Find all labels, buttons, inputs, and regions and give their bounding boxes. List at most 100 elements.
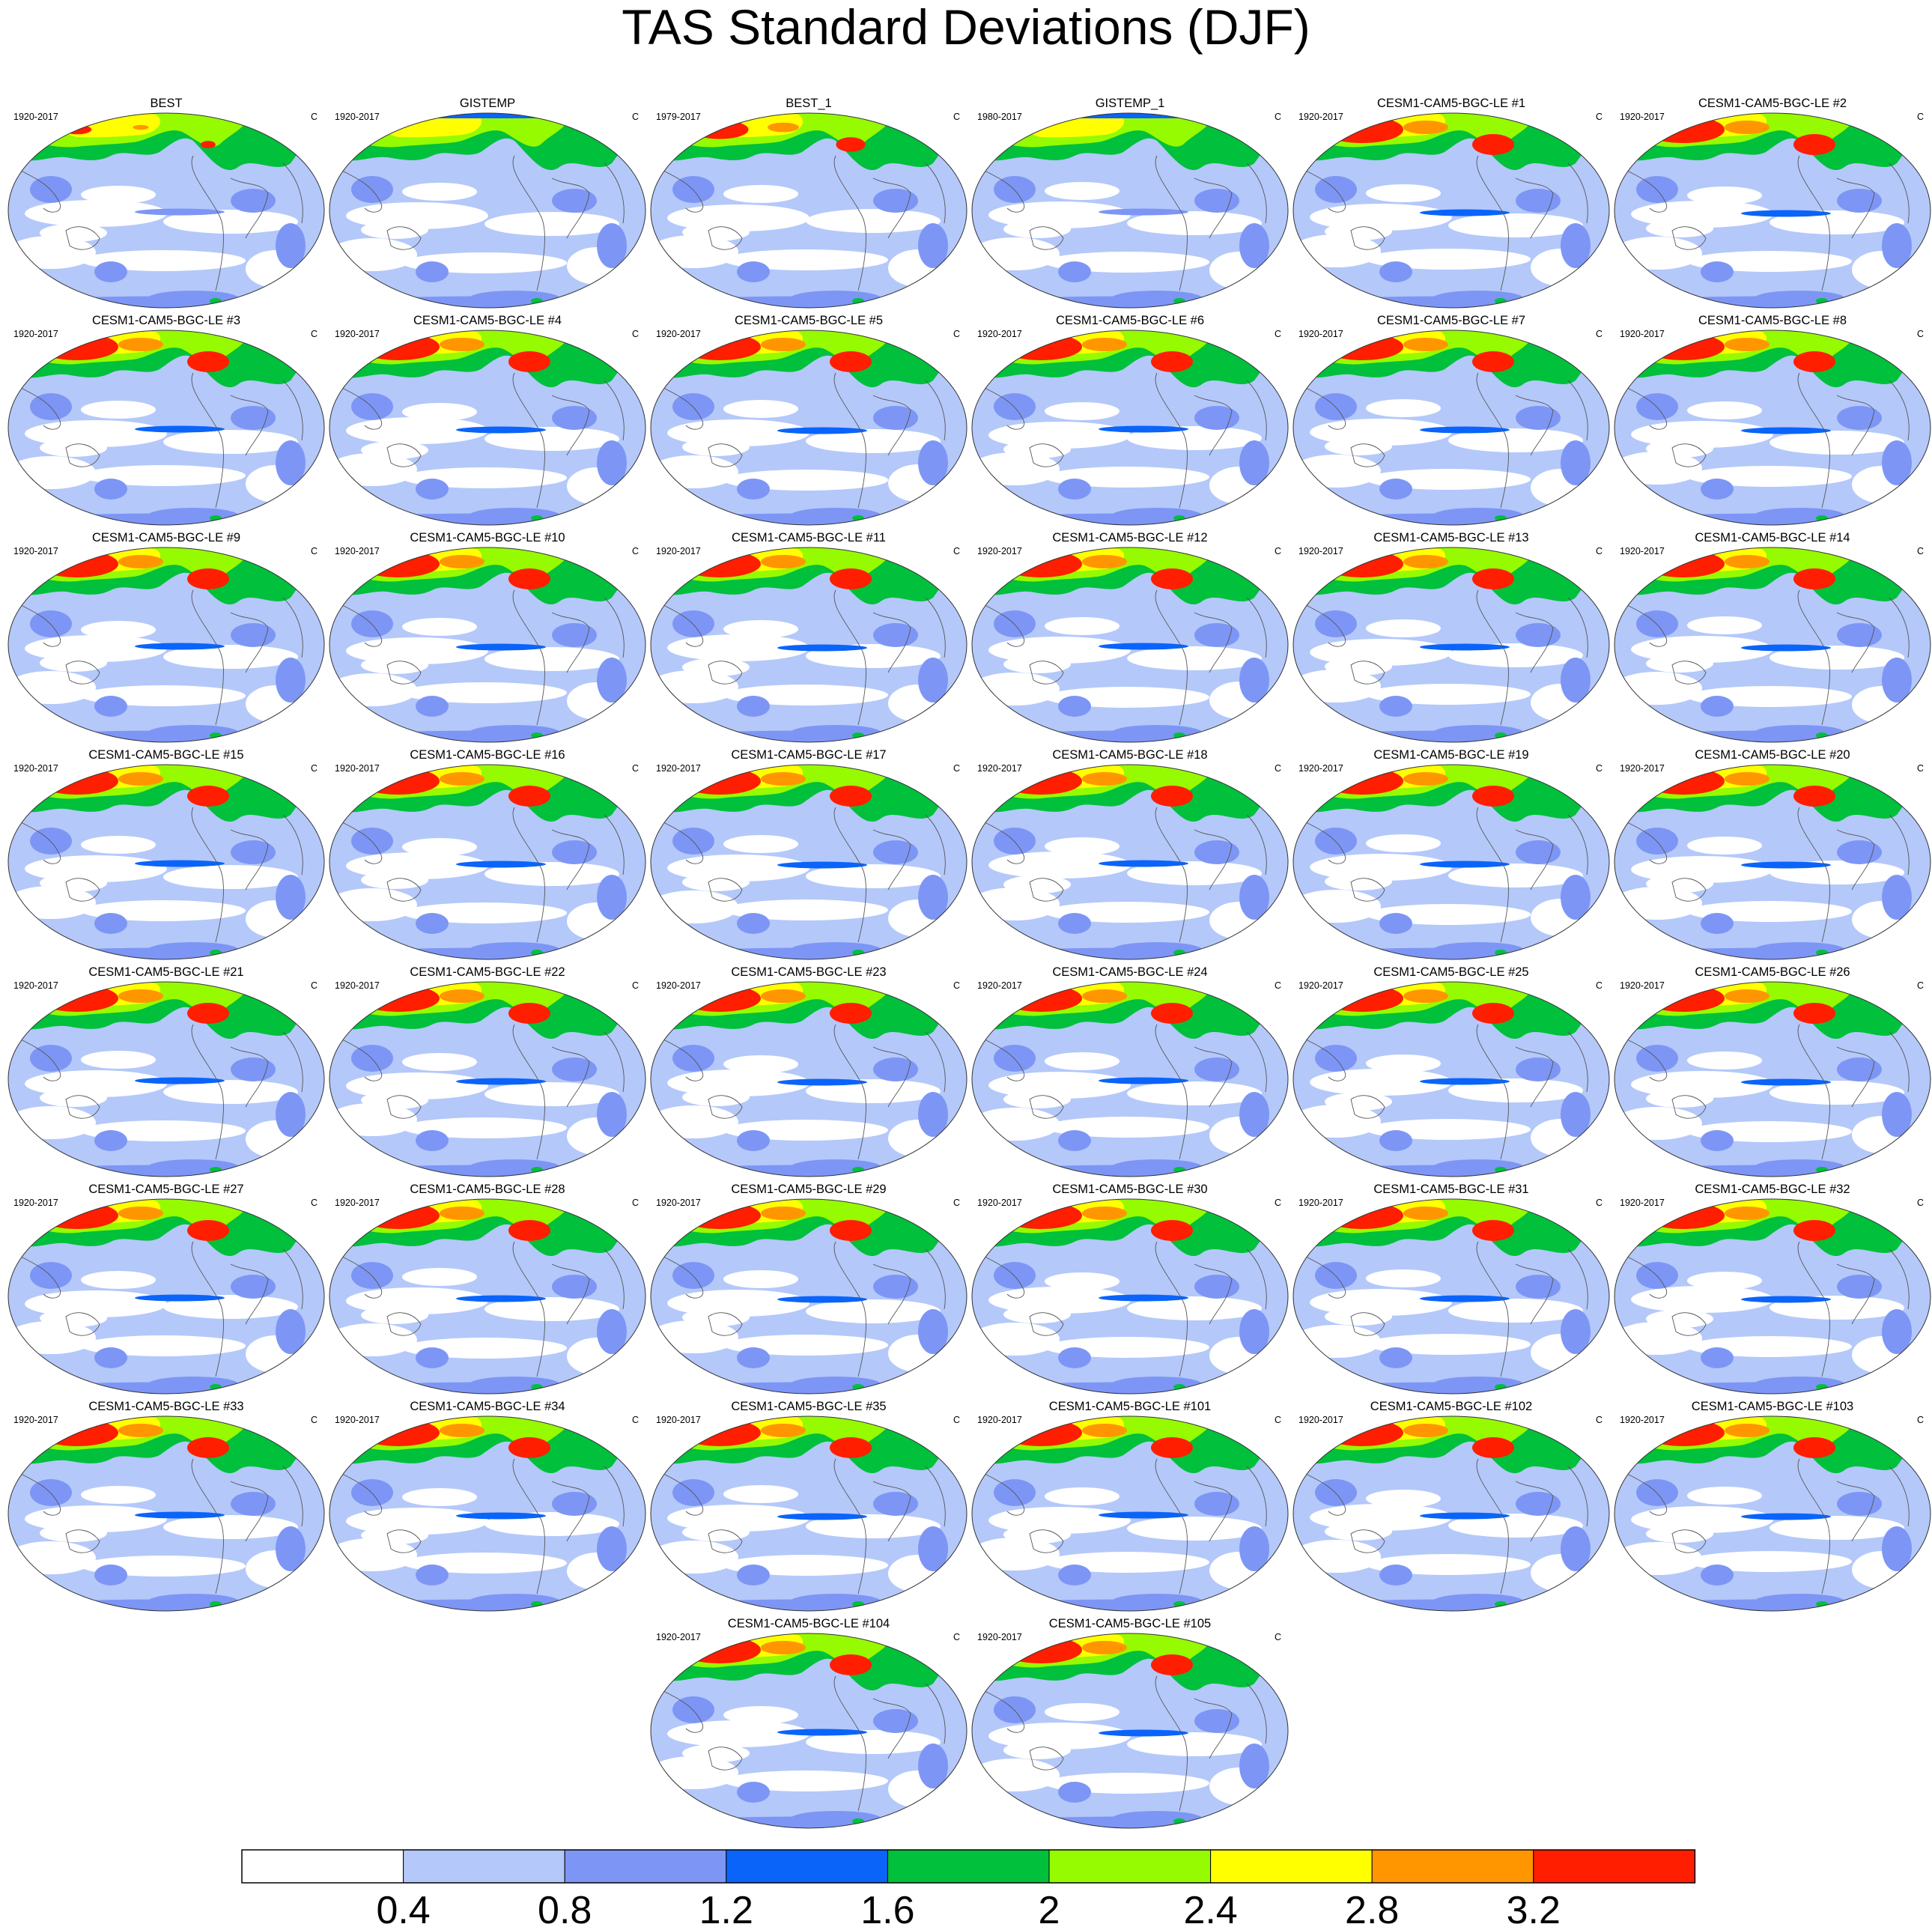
colorbar-segment bbox=[1533, 1849, 1695, 1884]
coastline bbox=[708, 1312, 743, 1336]
low-variance-region bbox=[1366, 834, 1441, 852]
equatorial-band bbox=[777, 1513, 867, 1520]
moderate-variance-region bbox=[1315, 1262, 1357, 1289]
equatorial-band bbox=[1741, 1296, 1831, 1303]
moderate-variance-region bbox=[994, 610, 1036, 637]
coastline bbox=[1155, 1241, 1188, 1377]
moderate-variance-region bbox=[1516, 1057, 1561, 1081]
coastline bbox=[65, 1095, 100, 1119]
antarctic-variance bbox=[329, 1165, 645, 1177]
coastline bbox=[1836, 1263, 1875, 1325]
coastline bbox=[1476, 155, 1509, 291]
coastline bbox=[1836, 1481, 1875, 1542]
map-panel: CESM1-CAM5-BGC-LE #3 1920-2017 C bbox=[6, 313, 326, 530]
coastline bbox=[551, 1046, 590, 1108]
moderate-variance-region bbox=[1058, 1782, 1091, 1803]
antarctic-variance bbox=[972, 1165, 1288, 1177]
moderate-variance-region bbox=[1315, 393, 1357, 420]
panel-units: C bbox=[953, 329, 960, 339]
low-variance-region bbox=[484, 1297, 619, 1321]
low-variance-region bbox=[81, 1271, 156, 1289]
low-variance-region bbox=[1293, 1325, 1381, 1358]
low-variance-region bbox=[1448, 864, 1583, 887]
panel-title: CESM1-CAM5-BGC-LE #4 bbox=[413, 314, 562, 327]
antarctic-variance bbox=[651, 730, 967, 742]
moderate-variance-region bbox=[1561, 1309, 1591, 1354]
equatorial-band bbox=[1099, 208, 1188, 216]
coastline bbox=[282, 814, 303, 876]
panel-years: 1920-2017 bbox=[977, 1415, 1022, 1425]
moderate-variance-region bbox=[94, 696, 127, 717]
panel-years: 1920-2017 bbox=[977, 763, 1022, 774]
coastline bbox=[1155, 807, 1188, 943]
panel-years: 1920-2017 bbox=[13, 329, 58, 339]
low-variance-region bbox=[329, 1323, 417, 1356]
coastline bbox=[1515, 612, 1554, 673]
low-variance-region bbox=[972, 673, 1060, 705]
panel-units: C bbox=[953, 112, 960, 122]
moderate-variance-region bbox=[672, 393, 714, 420]
coastline bbox=[1671, 1312, 1707, 1336]
low-variance-region bbox=[1366, 1269, 1441, 1287]
low-variance-region bbox=[1687, 616, 1762, 634]
antarctic-variance bbox=[1293, 1165, 1609, 1177]
coastline bbox=[1889, 163, 1910, 224]
map-boundary bbox=[1292, 547, 1610, 743]
low-variance-region bbox=[1127, 211, 1262, 235]
map-plot bbox=[7, 1198, 325, 1395]
map-plot bbox=[971, 1633, 1289, 1829]
coastline bbox=[663, 387, 703, 430]
equatorial-band bbox=[135, 1294, 225, 1302]
moderate-variance-region bbox=[231, 623, 276, 647]
coastline bbox=[230, 829, 269, 890]
moderate-variance-region bbox=[737, 1565, 770, 1585]
low-variance-region bbox=[1448, 213, 1583, 237]
moderate-variance-region bbox=[1701, 1347, 1734, 1368]
map-plot bbox=[329, 547, 646, 743]
panel-units: C bbox=[953, 763, 960, 774]
panel-years: 1920-2017 bbox=[335, 980, 380, 991]
siberia-orange-variance bbox=[1403, 1207, 1448, 1220]
coastline bbox=[230, 395, 269, 456]
siberia-orange-variance bbox=[1403, 1424, 1448, 1437]
map-panel: CESM1-CAM5-BGC-LE #9 1920-2017 C bbox=[6, 530, 326, 747]
map-plot bbox=[7, 1415, 325, 1612]
moderate-variance-region bbox=[672, 176, 714, 203]
low-variance-region bbox=[1003, 1305, 1071, 1323]
coastline bbox=[1305, 1473, 1346, 1516]
coastline bbox=[1836, 395, 1875, 456]
siberia-orange-variance bbox=[1403, 121, 1448, 134]
moderate-variance-region bbox=[994, 176, 1036, 203]
low-variance-region bbox=[682, 223, 750, 241]
coastline bbox=[20, 604, 61, 647]
coastline bbox=[604, 814, 625, 876]
equatorial-band bbox=[1741, 861, 1831, 869]
moderate-variance-region bbox=[351, 1262, 393, 1289]
low-variance-region bbox=[1366, 1490, 1441, 1508]
low-variance-region bbox=[361, 221, 428, 239]
low-variance-region bbox=[8, 671, 96, 704]
moderate-variance-region bbox=[1516, 840, 1561, 864]
low-variance-region bbox=[1045, 1117, 1209, 1138]
antarctic-variance bbox=[972, 1816, 1288, 1828]
antarctic-variance bbox=[972, 296, 1288, 308]
low-variance-region bbox=[806, 1730, 941, 1754]
low-variance-region bbox=[806, 1514, 941, 1538]
coastline bbox=[708, 226, 743, 250]
coastline bbox=[1194, 829, 1233, 890]
panel-years: 1920-2017 bbox=[1620, 763, 1665, 774]
map-panel: CESM1-CAM5-BGC-LE #24 1920-2017 C bbox=[970, 965, 1290, 1182]
moderate-variance-region bbox=[1882, 1309, 1912, 1354]
low-variance-region bbox=[1687, 1052, 1762, 1069]
namerica-max-variance bbox=[187, 351, 229, 372]
panel-title: CESM1-CAM5-BGC-LE #13 bbox=[1373, 531, 1529, 544]
moderate-variance-region bbox=[276, 440, 306, 485]
low-variance-region bbox=[1045, 402, 1120, 420]
low-variance-region bbox=[81, 401, 156, 419]
panel-units: C bbox=[310, 763, 318, 774]
coastline bbox=[1155, 155, 1188, 291]
moderate-variance-region bbox=[1636, 610, 1678, 637]
low-variance-region bbox=[361, 656, 428, 674]
moderate-variance-region bbox=[30, 1045, 72, 1072]
namerica-max-variance bbox=[187, 1220, 229, 1241]
